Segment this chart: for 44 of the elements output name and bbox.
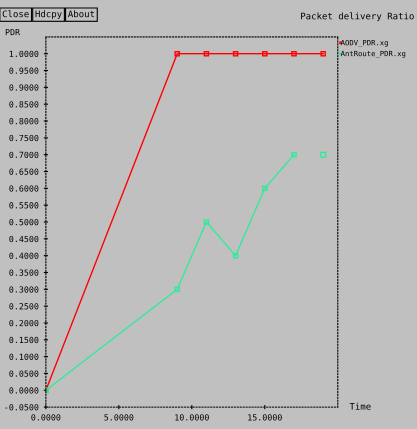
- point: [291, 152, 297, 158]
- y-tick-label: 0.5500: [9, 202, 38, 208]
- y-tick-label: 0.0500: [9, 370, 38, 377]
- y-tick-label: 0.0000: [9, 387, 38, 394]
- point: [320, 50, 326, 56]
- text: Close: [2, 10, 29, 18]
- y-tick-label: 0.1000: [9, 354, 38, 360]
- x-axis-title: Time: [350, 402, 371, 410]
- text: Hdcpy: [36, 10, 62, 20]
- text: Packet delivery Ratio: [301, 12, 414, 22]
- point: [262, 50, 268, 56]
- x-tick-label: 10.0000: [175, 414, 209, 421]
- y-tick-label: 0.8500: [9, 101, 38, 108]
- x-tick-label: 5.0000: [104, 414, 134, 421]
- y-tick-label: 0.7000: [9, 152, 38, 158]
- y-tick-label: 0.6000: [9, 185, 38, 192]
- x-tick-label: 0.0000: [31, 414, 60, 421]
- y-tick-label: 0.5000: [9, 219, 38, 226]
- point: [262, 186, 268, 192]
- y-axis-title: PDR: [6, 29, 20, 36]
- text: About: [68, 10, 94, 18]
- y-tick-label: 0.3000: [9, 286, 38, 293]
- y-tick-label: 1.0000: [10, 50, 38, 58]
- y-tick-label: 0.4000: [9, 252, 38, 259]
- y-tick-label: 0.7500: [9, 134, 38, 142]
- point: [174, 286, 180, 292]
- point: [204, 50, 210, 56]
- point: [232, 50, 238, 56]
- y-tick-label: 0.3500: [9, 269, 38, 276]
- point: [291, 50, 297, 56]
- y-tick-label: 0.8000: [9, 118, 38, 124]
- y-tick-label: 0.2500: [9, 303, 38, 310]
- point: [204, 219, 210, 225]
- y-tick-label: 0.1500: [9, 336, 38, 344]
- y-tick-label: 0.6500: [9, 168, 38, 175]
- y-tick-label: -0.0500: [5, 404, 38, 410]
- y-tick-label: 0.9000: [9, 84, 38, 91]
- y-tick-label: 0.2000: [9, 320, 38, 326]
- point: [232, 252, 238, 258]
- point: [174, 50, 180, 56]
- point: [320, 152, 326, 158]
- y-tick-label: 0.4500: [9, 236, 38, 242]
- x-tick-label: 15.0000: [248, 414, 282, 421]
- y-tick-label: 0.9500: [9, 68, 38, 74]
